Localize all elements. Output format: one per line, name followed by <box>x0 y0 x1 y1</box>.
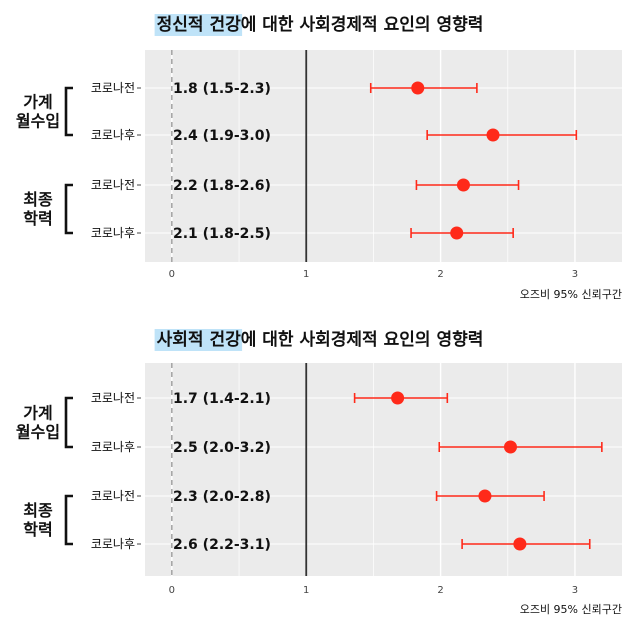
plot-panel-background <box>145 50 622 262</box>
odds-ratio-point <box>503 440 517 454</box>
x-axis-title: 오즈비 95% 신뢰구간 <box>520 603 622 616</box>
odds-ratio-point <box>456 178 470 192</box>
mental-health-forest-plot: 정신적 건강에 대한 사회경제적 요인의 영향력 1.8 (1.5-2.3) 코로나… <box>16 14 622 301</box>
period-label: 코로나전 <box>91 489 135 503</box>
group-label: 최종 학력 <box>23 501 53 539</box>
group-label: 최종 학력 <box>23 190 53 228</box>
chart-title: 사회적 건강에 대한 사회경제적 요인의 영향력 <box>157 329 484 350</box>
odds-ratio-point <box>411 81 425 95</box>
odds-ratio-value-label: 2.2 (1.8-2.6) <box>173 178 271 194</box>
group-bracket <box>64 86 73 137</box>
x-tick-label: 2 <box>437 585 443 596</box>
group-label-line: 학력 <box>23 520 52 539</box>
x-tick-label: 0 <box>169 269 175 280</box>
x-tick-label: 1 <box>303 585 309 596</box>
chart-title: 정신적 건강에 대한 사회경제적 요인의 영향력 <box>157 14 484 35</box>
odds-ratio-point <box>391 391 405 405</box>
period-label: 코로나전 <box>91 81 135 95</box>
chart-title-highlight-text: 정신적 건강 <box>157 15 241 35</box>
x-tick-label: 3 <box>572 269 578 280</box>
title-highlight-box <box>154 329 243 351</box>
x-axis-title: 오즈비 95% 신뢰구간 <box>520 288 622 301</box>
group-label-line: 월수입 <box>16 423 60 442</box>
chart-title-highlight-text: 사회적 건강 <box>157 330 241 350</box>
period-label: 코로나후 <box>91 537 135 551</box>
period-label: 코로나전 <box>91 391 135 405</box>
x-tick-label: 1 <box>303 269 309 280</box>
social-health-forest-plot: 사회적 건강에 대한 사회경제적 요인의 영향력 1.7 (1.4-2.1) 코로나… <box>16 329 622 616</box>
odds-ratio-point <box>478 489 492 503</box>
odds-ratio-value-label: 1.7 (1.4-2.1) <box>173 391 271 407</box>
group-label-line: 월수입 <box>16 112 60 131</box>
chart-title-rest-text: 에 대한 사회경제적 요인의 영향력 <box>241 14 484 35</box>
period-label: 코로나후 <box>91 440 135 454</box>
odds-ratio-point <box>513 537 527 551</box>
group-label: 가계 월수입 <box>16 93 60 131</box>
group-bracket <box>64 396 73 449</box>
x-tick-label: 0 <box>169 585 175 596</box>
group-label-line: 학력 <box>23 209 52 228</box>
period-label: 코로나후 <box>91 128 135 142</box>
period-label: 코로나후 <box>91 226 135 240</box>
group-bracket <box>64 494 73 546</box>
odds-ratio-value-label: 2.1 (1.8-2.5) <box>173 226 271 242</box>
odds-ratio-value-label: 2.5 (2.0-3.2) <box>173 440 271 456</box>
chart-title-rest-text: 에 대한 사회경제적 요인의 영향력 <box>241 329 484 350</box>
title-highlight-box <box>154 14 243 36</box>
group-label-line: 가계 <box>23 93 52 112</box>
group-label-line: 가계 <box>23 404 52 423</box>
x-tick-label: 2 <box>437 269 443 280</box>
odds-ratio-point <box>450 226 464 240</box>
odds-ratio-value-label: 2.3 (2.0-2.8) <box>173 489 271 505</box>
period-label: 코로나전 <box>91 178 135 192</box>
group-label-line: 최종 <box>23 501 53 520</box>
odds-ratio-point <box>486 128 500 142</box>
group-label-line: 최종 <box>23 190 53 209</box>
group-label: 가계 월수입 <box>16 404 60 442</box>
group-bracket <box>64 183 73 235</box>
odds-ratio-value-label: 1.8 (1.5-2.3) <box>173 81 271 97</box>
odds-ratio-value-label: 2.4 (1.9-3.0) <box>173 128 271 144</box>
odds-ratio-value-label: 2.6 (2.2-3.1) <box>173 537 271 553</box>
x-tick-label: 3 <box>572 585 578 596</box>
